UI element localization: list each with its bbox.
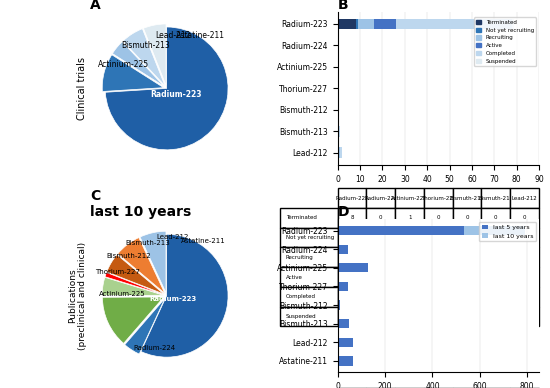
Bar xyxy=(356,19,358,29)
Wedge shape xyxy=(107,255,164,294)
Y-axis label: Publications
(preclinical and clinical): Publications (preclinical and clinical) xyxy=(68,242,87,350)
Bar xyxy=(373,19,396,29)
Text: Bismuth-213: Bismuth-213 xyxy=(121,42,169,50)
Bar xyxy=(338,226,464,235)
Text: Lead-212: Lead-212 xyxy=(157,234,189,240)
Text: Actinium-225: Actinium-225 xyxy=(98,60,149,69)
Text: Radium-224: Radium-224 xyxy=(133,345,175,351)
Wedge shape xyxy=(102,277,163,296)
Text: B: B xyxy=(338,0,348,12)
Text: Radium-223: Radium-223 xyxy=(149,296,196,302)
Bar xyxy=(340,147,342,158)
Wedge shape xyxy=(118,237,165,293)
Legend: Terminated, Not yet recruiting, Recruiting, Active, Completed, Suspended: Terminated, Not yet recruiting, Recruiti… xyxy=(474,17,536,66)
Bar xyxy=(338,263,368,272)
Bar xyxy=(338,356,353,365)
Bar xyxy=(338,147,340,158)
Wedge shape xyxy=(140,231,166,293)
Text: Bismuth-213: Bismuth-213 xyxy=(126,240,170,246)
Text: Astatine-211: Astatine-211 xyxy=(176,31,225,40)
Text: A: A xyxy=(90,0,101,12)
Text: Thorium-227: Thorium-227 xyxy=(95,269,140,275)
Bar xyxy=(338,126,340,137)
Text: Lead-212: Lead-212 xyxy=(155,31,190,40)
Wedge shape xyxy=(102,297,164,343)
Text: Actinium-225: Actinium-225 xyxy=(99,291,146,297)
Wedge shape xyxy=(144,24,166,85)
Wedge shape xyxy=(125,298,165,354)
Bar xyxy=(358,19,373,29)
Wedge shape xyxy=(141,234,228,357)
Legend: last 5 years, last 10 years: last 5 years, last 10 years xyxy=(479,222,536,241)
Bar xyxy=(338,338,353,347)
Bar xyxy=(338,282,348,291)
Bar xyxy=(396,19,512,29)
Wedge shape xyxy=(106,27,228,150)
Text: C
last 10 years: C last 10 years xyxy=(90,189,191,219)
Text: Astatine-211: Astatine-211 xyxy=(181,239,226,244)
Bar xyxy=(338,19,356,29)
Wedge shape xyxy=(112,42,164,87)
Bar xyxy=(338,319,349,328)
Y-axis label: Clinical trials: Clinical trials xyxy=(77,57,87,120)
Bar xyxy=(512,19,514,29)
Wedge shape xyxy=(102,55,164,92)
Bar xyxy=(338,300,340,310)
Wedge shape xyxy=(123,29,165,86)
Bar xyxy=(338,244,348,254)
Text: Bismuth-212: Bismuth-212 xyxy=(106,253,151,259)
Bar xyxy=(464,226,525,235)
Wedge shape xyxy=(105,272,164,295)
Text: Radium-223: Radium-223 xyxy=(150,90,202,99)
Text: D: D xyxy=(338,205,349,219)
